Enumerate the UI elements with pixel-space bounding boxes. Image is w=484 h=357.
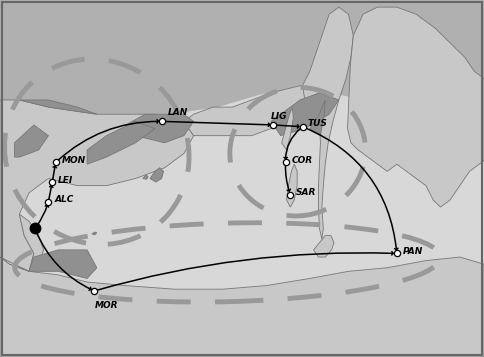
Polygon shape bbox=[184, 86, 315, 136]
Polygon shape bbox=[150, 168, 164, 182]
Text: SAR: SAR bbox=[296, 188, 317, 197]
Polygon shape bbox=[314, 236, 334, 257]
Polygon shape bbox=[287, 164, 297, 207]
Polygon shape bbox=[0, 100, 194, 293]
Polygon shape bbox=[29, 250, 97, 278]
Polygon shape bbox=[0, 257, 484, 357]
Text: MON: MON bbox=[61, 156, 86, 165]
Polygon shape bbox=[0, 0, 484, 114]
Polygon shape bbox=[302, 7, 353, 239]
Polygon shape bbox=[92, 232, 97, 235]
Text: ALC: ALC bbox=[54, 195, 74, 205]
Polygon shape bbox=[15, 125, 48, 157]
Text: LIG: LIG bbox=[271, 111, 287, 121]
Polygon shape bbox=[143, 175, 148, 179]
Text: TUS: TUS bbox=[307, 119, 327, 128]
Polygon shape bbox=[271, 93, 339, 136]
Polygon shape bbox=[282, 107, 293, 150]
Polygon shape bbox=[348, 7, 484, 207]
Polygon shape bbox=[0, 214, 44, 271]
Polygon shape bbox=[87, 121, 155, 164]
Text: LEI: LEI bbox=[58, 176, 74, 185]
Polygon shape bbox=[310, 100, 325, 136]
Polygon shape bbox=[19, 100, 97, 114]
Polygon shape bbox=[126, 114, 194, 143]
Text: PAN: PAN bbox=[403, 247, 423, 256]
Text: COR: COR bbox=[291, 156, 313, 165]
Text: MOR: MOR bbox=[94, 301, 118, 310]
Text: LAN: LAN bbox=[168, 108, 188, 117]
